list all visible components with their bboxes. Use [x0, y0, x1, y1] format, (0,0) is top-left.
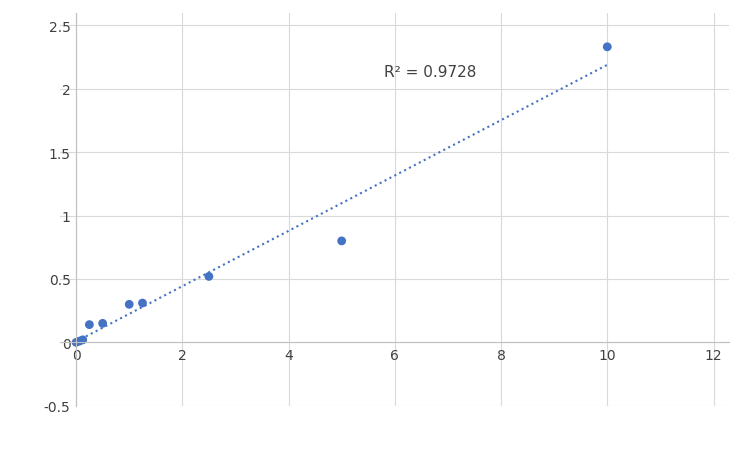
- Point: [123, 301, 135, 308]
- Point: [203, 273, 215, 281]
- Point: [602, 44, 614, 51]
- Point: [83, 321, 96, 328]
- Point: [136, 300, 148, 307]
- Point: [70, 339, 82, 346]
- Point: [335, 238, 347, 245]
- Text: R² = 0.9728: R² = 0.9728: [384, 65, 477, 80]
- Point: [74, 338, 86, 345]
- Point: [77, 336, 89, 344]
- Point: [97, 320, 109, 327]
